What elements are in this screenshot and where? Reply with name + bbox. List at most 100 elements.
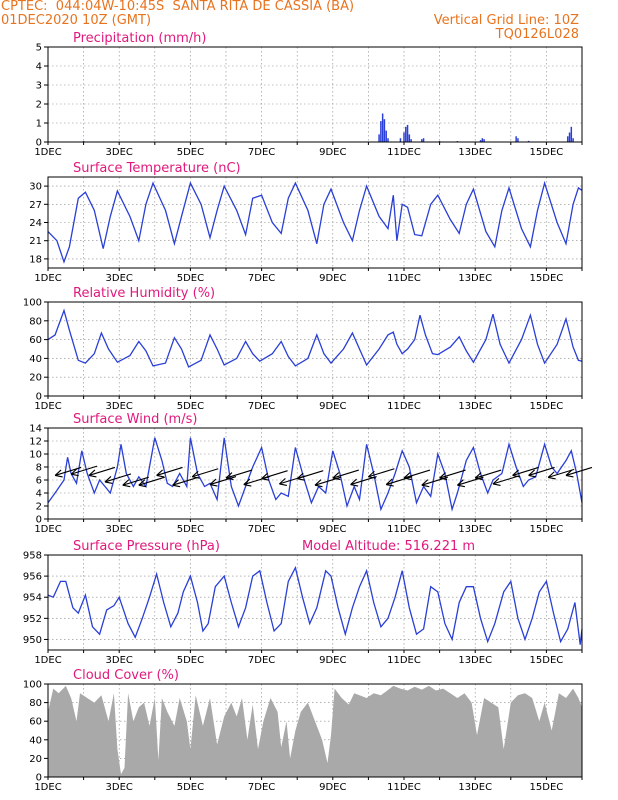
wind-arrowhead [314,479,323,488]
x-tick-label: 1DEC [34,524,61,535]
wind-vector [122,476,149,486]
y-tick-label: 27 [29,200,42,211]
wind-vector [172,476,199,486]
y-tick-label: 952 [23,614,42,625]
wind-arrowhead [88,469,97,478]
wind-vector [225,469,253,479]
panel-frame [47,46,583,143]
panel-annotation: Model Altitude: 516.221 m [302,539,475,554]
precip-bar [403,132,405,142]
wind-arrowhead [122,479,131,488]
wind-vector [528,466,555,476]
precip-bar [405,126,407,142]
x-tick-label: 15DEC [530,401,564,412]
panel-2: 0 20 40 60 80 100 1DEC 3DEC 5DEC 7DEC 9DEC 11DEC 13D… [23,286,583,412]
x-tick-label: 15DEC [530,524,564,535]
y-tick-label: 21 [29,236,42,247]
y-tick-label: 30 [29,182,42,193]
precip-bar [479,140,482,142]
panel-0: 0 1 2 3 4 5 1DEC 3DEC 5DEC 7DEC 9DEC 11DEC 13DEC 15DE… [34,31,583,158]
x-tick-label: 1DEC [34,273,61,284]
precip-bar [572,138,574,142]
precip-bar [517,138,519,142]
precip-bar [570,126,573,142]
wind-arrowhead [156,469,165,478]
wind-arrowhead [209,478,218,487]
x-tick-label: 13DEC [458,273,492,284]
x-tick-label: 9DEC [319,782,346,793]
cloud-cover-area [48,685,582,777]
wind-vector [565,466,593,476]
precip-bar [410,139,412,142]
x-tick-label: 1DEC [34,782,61,793]
y-tick-label: 0 [36,773,42,784]
wind-vector [138,476,165,486]
precip-bar [406,124,409,142]
panel-title: Precipitation (mm/h) [73,31,206,46]
y-tick-label: 956 [23,572,42,583]
y-tick-label: 950 [23,635,42,646]
y-tick-label: 100 [23,298,42,309]
y-tick-label: 18 [29,254,42,265]
wind-vector [548,468,575,478]
panel-4: 950 952 954 956 958 1DEC 3DEC 5DEC 7DEC 9DEC 11DEC… [23,539,583,666]
x-tick-label: 11DEC [387,401,421,412]
y-tick-label: 60 [29,717,42,728]
y-tick-label: 100 [23,680,42,691]
y-tick-label: 958 [23,551,42,562]
panel-1: 18 21 24 27 30 1DEC 3DEC 5DEC 7DEC 9DEC 11DEC 13DEC… [29,161,583,284]
panel-title: Cloud Cover (%) [73,668,179,683]
precip-bar [381,113,384,142]
precip-bar [408,134,411,142]
wind-vector [104,473,132,483]
wind-arrowhead [368,470,377,479]
wind-arrowhead [474,472,483,481]
panel-frame [47,554,583,651]
y-tick-label: 4 [36,489,42,500]
y-tick-label: 20 [29,754,42,765]
x-tick-label: 5DEC [177,401,204,412]
wind-vector [88,466,116,476]
wind-arrowhead [172,479,181,488]
wind-arrowhead [296,472,305,481]
panel-5: 0 20 40 60 80 100 1DEC 3DEC 5DEC 7DEC 9DEC 11DEC 13D… [23,668,583,793]
wind-arrowhead [332,472,341,481]
x-tick-label: 3DEC [106,273,133,284]
y-tick-label: 40 [29,735,42,746]
wind-arrowhead [191,470,200,479]
wind-vector [297,470,324,480]
x-tick-label: 11DEC [387,147,421,158]
wind-vector [261,470,288,480]
header-model-id: TQ0126L028 [495,27,579,42]
y-tick-label: 0 [36,392,42,403]
wind-arrowhead [261,472,270,481]
header-station: CPTEC: 044:04W-10:45S SANTA RITA DE CASS… [1,0,355,14]
y-tick-label: 5 [36,43,42,54]
precip-bar [387,138,389,142]
series-line [47,308,583,368]
x-tick-label: 3DEC [106,782,133,793]
header-vertical-grid: Vertical Grid Line: 10Z [433,13,579,28]
wind-arrowhead [54,469,63,478]
x-tick-label: 13DEC [458,147,492,158]
precip-bar [383,119,386,142]
y-tick-label: 954 [23,593,42,604]
precip-bar [568,132,571,142]
y-tick-label: 24 [29,218,42,229]
precip-bar [378,134,380,142]
wind-vector [209,476,237,486]
precip-bar [380,121,382,142]
y-tick-label: 0 [36,138,42,149]
precip-bar [385,130,387,142]
y-tick-label: 4 [36,62,42,73]
wind-vector [368,468,395,478]
x-tick-label: 3DEC [106,401,133,412]
y-tick-label: 8 [36,463,42,474]
y-tick-label: 40 [29,354,42,365]
x-tick-label: 7DEC [248,147,275,158]
x-tick-label: 9DEC [319,401,346,412]
wind-arrowhead [385,478,394,487]
x-tick-label: 15DEC [530,147,564,158]
x-tick-label: 7DEC [248,782,275,793]
